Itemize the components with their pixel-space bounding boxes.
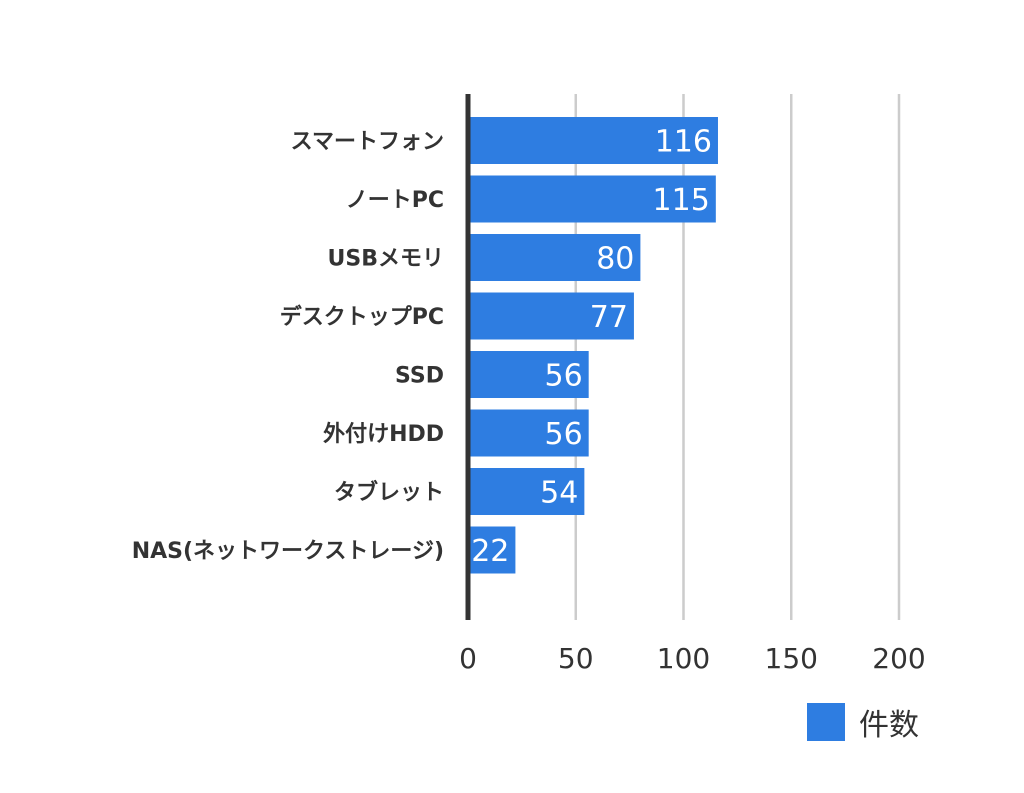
data-label: 22 — [471, 534, 509, 569]
category-label: デスクトップPC — [280, 304, 444, 330]
grid-lines — [574, 94, 901, 620]
bar — [468, 175, 716, 223]
x-tick-label: 100 — [657, 642, 710, 675]
data-label: 56 — [544, 417, 582, 452]
legend: 件数 — [807, 700, 919, 744]
category-label: USBメモリ — [328, 247, 444, 272]
category-label: SSD — [395, 364, 444, 389]
bar — [468, 409, 589, 457]
x-tick-label: 50 — [558, 642, 594, 675]
x-tick-label: 200 — [872, 642, 925, 675]
category-label: スマートフォン — [291, 130, 444, 155]
legend-label: 件数 — [859, 708, 919, 743]
x-tick-label: 150 — [765, 642, 818, 675]
bar — [468, 351, 589, 398]
data-label: 115 — [653, 183, 710, 218]
bar — [468, 292, 634, 340]
data-label: 56 — [544, 359, 582, 394]
data-label: 77 — [590, 300, 628, 335]
x-tick-labels: 0 50 100 150 200 — [459, 642, 926, 675]
data-label: 116 — [655, 125, 712, 160]
x-tick-label: 0 — [459, 642, 477, 675]
bar — [468, 468, 585, 515]
category-label: 外付けHDD — [323, 421, 444, 447]
category-label: ノートPC — [346, 188, 444, 213]
category-label: NAS(ネットワークストレージ) — [132, 539, 444, 564]
bar — [468, 526, 516, 574]
legend-swatch — [807, 703, 845, 741]
bar — [468, 234, 641, 281]
bar — [468, 117, 718, 164]
data-label: 54 — [540, 476, 578, 511]
data-label: 80 — [596, 242, 634, 277]
category-label: タブレット — [334, 480, 444, 506]
